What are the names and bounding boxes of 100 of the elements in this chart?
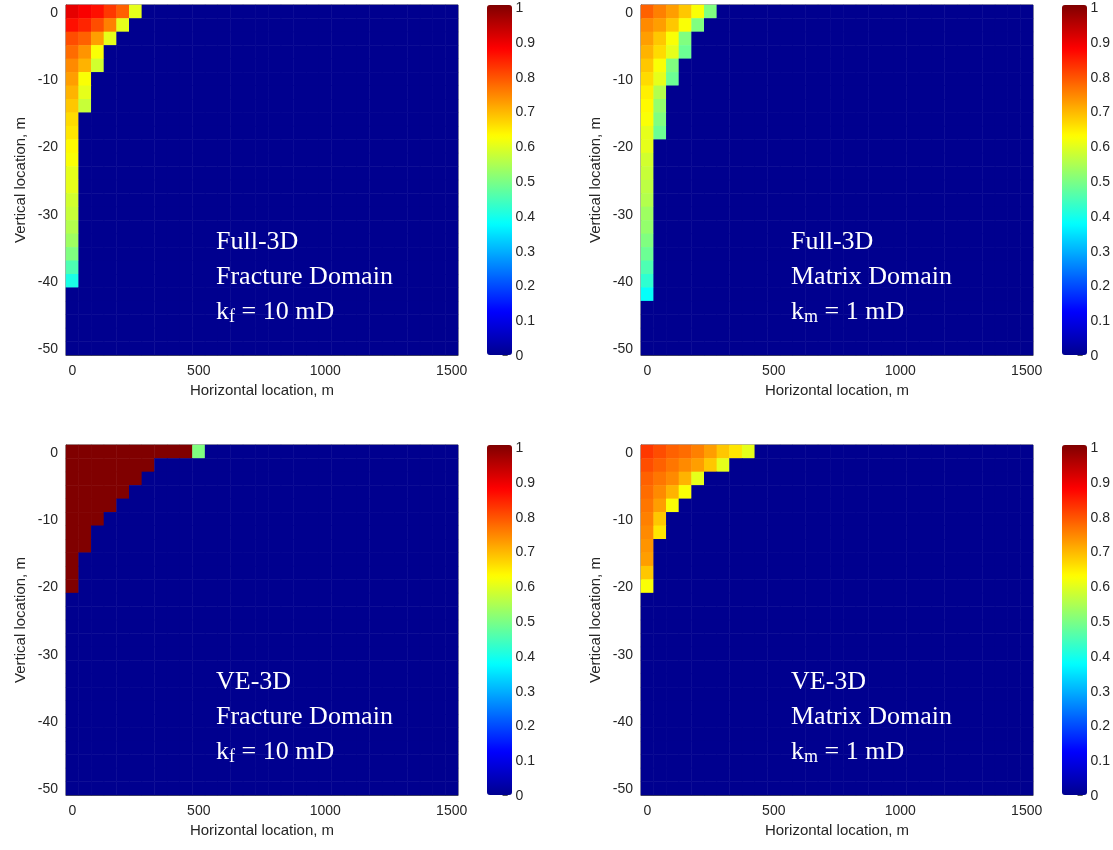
color-bar-label: 0.6 [515,578,536,595]
x-tick-label: 1000 [309,802,342,818]
color-bar-label: 0.9 [1090,33,1111,50]
x-tick-label: 0 [643,802,652,818]
annotation: Fracture Domain [216,260,393,290]
color-bar-label: 1 [515,0,524,15]
x-tick-label: 500 [187,802,211,818]
color-bar-label: 0.2 [515,277,536,294]
color-bar-label: 0.1 [515,752,536,769]
x-tick-label: 0 [643,362,652,378]
annotation: Fracture Domain [216,700,393,730]
color-bar-label: 0 [515,347,524,363]
y-tick-label: -30 [37,645,59,662]
color-bar-label: 0.8 [515,68,536,85]
y-tick-label: -40 [612,712,634,729]
annotation: Full-3D [791,225,874,255]
color-bar-label: 0.6 [1090,138,1111,155]
color-bar-label: 0.5 [515,173,536,189]
x-axis-title: Horizontal location, m [764,820,910,838]
x-tick-label: 0 [68,362,77,378]
color-bar-label: 0.9 [515,473,536,490]
y-tick-label: -20 [37,578,59,595]
x-tick-label: 500 [762,362,786,378]
y-axis-title: Vertical location, m [585,117,603,243]
color-bar-label: 0.3 [1090,242,1111,259]
color-bar-label: 0.7 [515,543,536,560]
color-bar-label: 0.5 [515,613,536,629]
y-tick-label: -50 [612,340,634,357]
color-bar-label: 0.1 [1090,312,1111,329]
color-bar-label: 0.8 [515,508,536,525]
color-bar-label: 0.9 [515,33,536,50]
x-axis-title: Horizontal location, m [764,380,910,398]
color-bar-label: 0.4 [1090,207,1111,224]
y-tick-label: -20 [612,578,634,595]
y-tick-label: -20 [612,138,634,155]
color-bar-label: 0.8 [1090,68,1111,85]
y-tick-label: 0 [625,443,634,460]
color-bar-label: 0.3 [1090,682,1111,699]
y-tick-label: -30 [612,205,634,222]
color-bar-label: 0.4 [1090,647,1111,664]
color-bar-label: 0.2 [515,717,536,734]
y-tick-label: 0 [625,3,634,20]
y-axis-title: Vertical location, m [10,117,28,243]
y-axis-title: Vertical location, m [10,557,28,683]
y-tick-label: -10 [37,511,59,528]
color-bar-label: 0.5 [1090,613,1111,629]
y-axis-title: Vertical location, m [585,557,603,683]
y-tick-label: -50 [37,780,59,797]
y-tick-label: -20 [37,138,59,155]
y-tick-label: -10 [37,71,59,88]
annotation: Matrix Domain [791,700,953,730]
color-bar-label: 0 [1090,787,1099,803]
color-bar-label: 1 [515,439,524,455]
x-tick-label: 1500 [436,362,468,378]
y-tick-label: -40 [37,712,59,729]
x-tick-label: 1000 [884,362,917,378]
annotation: Matrix Domain [791,260,953,290]
x-tick-label: 1000 [884,802,917,818]
color-bar-label: 0.2 [1090,717,1111,734]
y-tick-label: -10 [612,71,634,88]
color-bar-label: 0.7 [1090,103,1111,120]
y-tick-label: 0 [50,3,59,20]
y-tick-label: -30 [37,205,59,222]
x-axis-title: Horizontal location, m [189,380,335,398]
color-bar-label: 1 [1090,439,1099,455]
x-axis-title: Horizontal location, m [189,820,335,838]
annotation: Full-3D [216,225,299,255]
color-bar-label: 0 [515,787,524,803]
x-tick-label: 500 [762,802,786,818]
color-bar-label: 0.3 [515,242,536,259]
annotation: VE-3D [216,665,292,695]
color-bar-label: 0.2 [1090,277,1111,294]
x-tick-label: 0 [68,802,77,818]
y-tick-label: -30 [612,645,634,662]
x-tick-label: 1500 [436,802,468,818]
y-tick-label: 0 [50,443,59,460]
color-bar-label: 0.3 [515,682,536,699]
x-tick-label: 1500 [1011,802,1043,818]
color-bar-label: 0 [1090,347,1099,363]
color-bar-label: 0.7 [1090,543,1111,560]
color-bar-label: 0.4 [515,647,536,664]
x-tick-label: 1000 [309,362,342,378]
y-tick-label: -50 [612,780,634,797]
color-bar-label: 0.4 [515,207,536,224]
color-bar-label: 0.9 [1090,473,1111,490]
color-bar-label: 0.6 [1090,578,1111,595]
color-bar-label: 0.7 [515,103,536,120]
annotation: VE-3D [791,665,867,695]
y-tick-label: -50 [37,340,59,357]
y-tick-label: -40 [37,272,59,289]
color-bar-label: 1 [1090,0,1099,15]
y-tick-label: -10 [612,511,634,528]
color-bar-label: 0.6 [515,138,536,155]
color-bar-label: 0.8 [1090,508,1111,525]
color-bar-label: 0.1 [1090,752,1111,769]
color-bar-label: 0.5 [1090,173,1111,189]
color-bar-label: 0.1 [515,312,536,329]
y-tick-label: -40 [612,272,634,289]
x-tick-label: 1500 [1011,362,1043,378]
x-tick-label: 500 [187,362,211,378]
